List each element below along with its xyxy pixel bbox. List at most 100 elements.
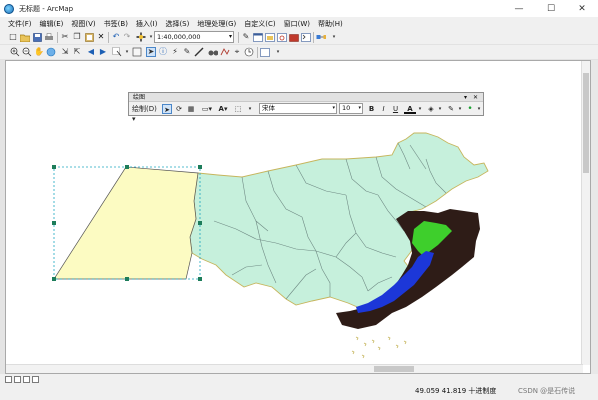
horizontal-scroll-thumb[interactable] xyxy=(374,366,414,372)
draw-toolbar-header[interactable]: 绘图 ▾ ✕ xyxy=(129,93,483,102)
back-extent-icon[interactable]: ◀ xyxy=(87,47,95,56)
menu-selection[interactable]: 选择(S) xyxy=(165,19,190,28)
selected-graphic-polygon[interactable] xyxy=(53,166,199,280)
selection-box[interactable] xyxy=(52,165,202,281)
fill-color-dropdown-icon[interactable]: ▾ xyxy=(438,106,442,112)
refresh-view-button[interactable] xyxy=(23,376,30,383)
pan-hand-icon[interactable]: ✋ xyxy=(34,47,44,56)
menu-geoprocessing[interactable]: 地理处理(G) xyxy=(197,19,237,28)
italic-button[interactable]: I xyxy=(382,105,385,113)
arctoolbox-icon[interactable] xyxy=(289,32,299,42)
find-route-icon[interactable] xyxy=(220,47,230,57)
zoom-out-icon[interactable] xyxy=(22,47,32,57)
cut-icon[interactable]: ✂ xyxy=(61,32,69,41)
rotate-tool-icon[interactable]: ⟳ xyxy=(176,105,182,113)
model-builder-icon[interactable] xyxy=(316,32,326,42)
new-document-icon[interactable]: □ xyxy=(9,32,17,41)
selection-handle[interactable] xyxy=(125,165,129,169)
menu-view[interactable]: 视图(V) xyxy=(71,19,96,28)
fixed-zoom-in-icon[interactable]: ⇲ xyxy=(61,47,69,56)
create-viewer-window-icon[interactable] xyxy=(260,47,270,57)
selection-handle[interactable] xyxy=(198,221,202,225)
line-color-dropdown-icon[interactable]: ▾ xyxy=(458,106,462,112)
select-features-icon[interactable] xyxy=(112,47,122,57)
clear-selection-icon[interactable] xyxy=(132,47,142,57)
selection-handle[interactable] xyxy=(125,277,129,281)
find-icon[interactable] xyxy=(208,47,218,57)
maximize-button[interactable]: ☐ xyxy=(546,3,556,14)
pause-drawing-button[interactable] xyxy=(32,376,39,383)
save-icon[interactable] xyxy=(32,32,42,42)
menu-customize[interactable]: 自定义(C) xyxy=(244,19,276,28)
measure-icon[interactable] xyxy=(194,47,204,57)
undo-icon[interactable]: ↶ xyxy=(112,32,120,41)
add-data-icon[interactable] xyxy=(136,32,146,42)
new-text-tool-icon[interactable]: A▾ xyxy=(218,105,228,113)
menu-bookmarks[interactable]: 书签(B) xyxy=(103,19,128,28)
chevron-down-icon[interactable]: ▾ xyxy=(332,105,335,111)
hyperlink-icon[interactable]: ⚡ xyxy=(172,47,178,56)
time-slider-icon[interactable] xyxy=(244,47,254,57)
font-size-combobox[interactable]: 10 ▾ xyxy=(339,103,363,114)
marker-color-dropdown-icon[interactable]: ▾ xyxy=(477,106,481,112)
font-color-button[interactable]: A xyxy=(404,104,416,114)
minimize-button[interactable]: — xyxy=(514,3,524,14)
edit-vertices-icon[interactable]: ⬚ xyxy=(234,105,242,113)
catalog-window-icon[interactable] xyxy=(265,32,275,42)
forward-extent-icon[interactable]: ▶ xyxy=(99,47,107,56)
close-button[interactable]: ✕ xyxy=(578,3,586,14)
font-color-dropdown-icon[interactable]: ▾ xyxy=(418,106,422,112)
vertical-scroll-thumb[interactable] xyxy=(583,73,589,173)
layout-view-button[interactable] xyxy=(5,376,12,383)
delete-icon[interactable]: ✕ xyxy=(97,32,105,41)
fill-color-icon[interactable]: ◈ xyxy=(428,105,434,113)
vertical-scrollbar[interactable] xyxy=(581,61,590,365)
toolbar-dropdown-icon[interactable]: ▾ xyxy=(332,34,336,40)
line-color-icon[interactable]: ✎ xyxy=(448,105,454,113)
select-dropdown-icon[interactable]: ▾ xyxy=(125,49,129,55)
zoom-in-icon[interactable] xyxy=(10,47,20,57)
paste-icon[interactable] xyxy=(84,32,94,42)
bold-button[interactable]: B xyxy=(368,105,375,113)
chevron-down-icon[interactable]: ▾ xyxy=(228,33,232,40)
menu-insert[interactable]: 插入(I) xyxy=(135,19,158,28)
menu-help[interactable]: 帮助(H) xyxy=(318,19,343,28)
identify-icon[interactable]: ⓘ xyxy=(159,47,167,56)
menu-windows[interactable]: 窗口(W) xyxy=(283,19,310,28)
copy-icon[interactable]: ❐ xyxy=(73,32,81,41)
editor-toolbar-icon[interactable]: ✎ xyxy=(242,32,250,41)
drawing-menu-button[interactable]: 绘制(D) ▾ xyxy=(132,105,157,123)
html-popup-icon[interactable]: ✎ xyxy=(183,47,191,56)
selection-handle[interactable] xyxy=(198,277,202,281)
selection-handle[interactable] xyxy=(52,165,56,169)
redo-icon[interactable]: ↷ xyxy=(123,32,131,41)
full-extent-icon[interactable] xyxy=(46,47,56,57)
menu-edit[interactable]: 编辑(E) xyxy=(39,19,64,28)
python-window-icon[interactable] xyxy=(301,32,311,42)
fixed-zoom-out-icon[interactable]: ⇱ xyxy=(73,47,81,56)
add-data-dropdown-icon[interactable]: ▾ xyxy=(149,34,153,40)
data-view-button[interactable] xyxy=(14,376,21,383)
go-to-xy-icon[interactable]: ⌖ xyxy=(234,47,240,56)
menu-file[interactable]: 文件(F) xyxy=(8,19,32,28)
selection-handle[interactable] xyxy=(198,165,202,169)
select-elements-tool-icon[interactable]: ➤ xyxy=(162,104,172,114)
draw-toolbar-window-controls[interactable]: ▾ ✕ xyxy=(464,94,480,101)
zoom-whole-page-icon[interactable]: ▦ xyxy=(187,105,195,113)
rectangle-tool-icon[interactable]: ▭▾ xyxy=(201,105,213,113)
draw-toolbar-panel[interactable]: 绘图 ▾ ✕ 绘制(D) ▾ ➤ ⟳ ▦ ▭▾ A▾ ⬚ ▾ 宋体 ▾ 10 ▾… xyxy=(128,92,484,123)
vertices-dropdown-icon[interactable]: ▾ xyxy=(248,106,252,112)
horizontal-scrollbar[interactable] xyxy=(6,364,583,373)
tools-toolbar-options-icon[interactable]: ▾ xyxy=(276,49,280,55)
chevron-down-icon[interactable]: ▾ xyxy=(358,105,361,111)
font-name-combobox[interactable]: 宋体 ▾ xyxy=(259,103,337,114)
underline-button[interactable]: U xyxy=(392,105,399,113)
search-window-icon[interactable] xyxy=(277,32,287,42)
map-canvas[interactable] xyxy=(6,61,583,365)
select-elements-icon[interactable]: ➤ xyxy=(146,47,156,57)
table-of-contents-icon[interactable] xyxy=(253,32,263,42)
map-scale-combobox[interactable]: 1:40,000,000 ▾ xyxy=(154,31,234,43)
selection-handle[interactable] xyxy=(52,277,56,281)
marker-color-icon[interactable]: • xyxy=(467,104,473,114)
open-folder-icon[interactable] xyxy=(20,32,30,42)
